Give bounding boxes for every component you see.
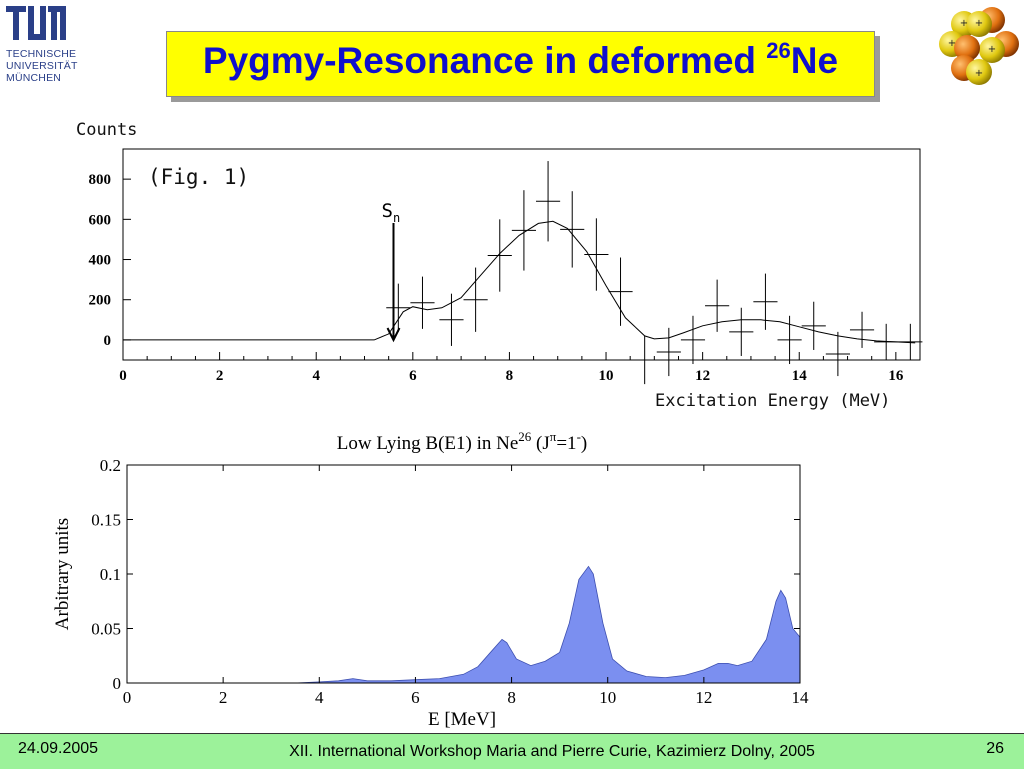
data-point <box>535 161 561 242</box>
title-box: Pygmy-Resonance in deformed 26Ne <box>166 31 875 97</box>
y-tick-label: 400 <box>89 253 112 269</box>
footer-bar: 24.09.2005 XII. International Workshop M… <box>0 733 1024 769</box>
x-tick-label: 0 <box>123 688 132 707</box>
data-point <box>584 218 609 291</box>
data-point <box>656 327 681 377</box>
logo-line-3: MÜNCHEN <box>6 72 62 84</box>
data-point <box>560 191 585 268</box>
sn-arrow-head <box>386 327 401 343</box>
data-point <box>439 293 464 346</box>
logo-line-2: UNIVERSITÄT <box>6 60 78 72</box>
svg-text:+: + <box>948 38 956 49</box>
data-point <box>386 283 411 332</box>
y-tick-label: 0.05 <box>91 620 121 639</box>
x-tick-label: 8 <box>506 368 514 384</box>
y-axis-label: Counts <box>76 120 137 140</box>
x-tick-label: 8 <box>507 688 516 707</box>
svg-text:+: + <box>975 18 983 29</box>
data-point <box>825 331 850 377</box>
x-tick-label: 2 <box>216 368 224 384</box>
y-tick-label: 0 <box>104 333 112 349</box>
data-point <box>463 267 488 332</box>
data-point <box>487 219 512 292</box>
data-point <box>410 276 435 329</box>
x-tick-label: 10 <box>599 368 614 384</box>
data-point <box>777 315 802 365</box>
title-superscript: 26 <box>766 38 791 63</box>
x-tick-label: 0 <box>119 368 127 384</box>
x-tick-label: 4 <box>312 368 320 384</box>
data-point <box>729 307 754 356</box>
counts-chart: Counts Excitation Energy (MeV) (Fig. 1) 0 2 4… <box>76 120 923 410</box>
svg-text:+: + <box>960 18 968 29</box>
figure-annotation: (Fig. 1) <box>148 165 249 189</box>
fit-curve <box>123 220 916 344</box>
tum-logo: TECHNISCHE UNIVERSITÄT MÜNCHEN <box>4 4 84 94</box>
data-point <box>705 279 730 332</box>
data-point <box>753 273 778 330</box>
chart-title: Low Lying B(E1) in Ne26 (Jπ=1-) <box>337 429 587 454</box>
x-tick-label: 14 <box>792 368 808 384</box>
footer-event: XII. International Workshop Maria and Pi… <box>289 743 815 760</box>
footer-date: 24.09.2005 <box>18 740 99 757</box>
x-tick-label: 16 <box>888 368 904 384</box>
data-point <box>632 335 657 385</box>
footer-page-number: 26 <box>986 740 1004 757</box>
x-tick-label: 6 <box>409 368 417 384</box>
be1-chart: Low Lying B(E1) in Ne26 (Jπ=1-) 0 2 4 6 8 10 12… <box>52 429 810 730</box>
tum-logo-icon <box>6 6 66 40</box>
y-axis-label: Arbitrary units <box>52 518 73 630</box>
be1-area <box>127 565 801 684</box>
plot-frame <box>122 148 921 361</box>
x-axis-label: Excitation Energy (MeV) <box>655 391 890 410</box>
nucleus-icon: + + + + + <box>939 7 1019 85</box>
data-point <box>511 190 536 271</box>
y-tick-label: 800 <box>89 172 112 188</box>
x-tick-label: 14 <box>792 688 810 707</box>
logo-line-1: TECHNISCHE <box>6 48 77 60</box>
data-point <box>898 323 923 360</box>
y-tick-label: 600 <box>89 212 112 228</box>
x-tick-label: 10 <box>599 688 616 707</box>
x-tick-label: 6 <box>411 688 420 707</box>
svg-text:+: + <box>975 68 983 79</box>
x-tick-label: 4 <box>315 688 324 707</box>
data-point <box>680 315 706 365</box>
y-tick-label: 0.2 <box>100 456 121 475</box>
x-tick-label: 12 <box>695 688 712 707</box>
y-tick-label: 0 <box>113 674 122 693</box>
data-point <box>801 301 826 350</box>
title-text: Pygmy-Resonance in deformed <box>202 40 767 81</box>
slide-title: Pygmy-Resonance in deformed 26Ne <box>167 38 874 82</box>
data-point <box>874 323 899 360</box>
y-tick-label: 0.15 <box>91 511 121 530</box>
x-axis-label: E [MeV] <box>428 709 496 730</box>
y-tick-label: 0.1 <box>100 565 121 584</box>
x-tick-label: 2 <box>219 688 228 707</box>
data-point <box>849 311 875 348</box>
sn-label: Sn <box>381 200 400 225</box>
svg-text:+: + <box>988 44 996 55</box>
x-tick-label: 12 <box>695 368 710 384</box>
data-point <box>608 257 633 326</box>
y-tick-label: 200 <box>89 293 112 309</box>
plot-frame <box>126 464 801 684</box>
title-suffix: Ne <box>790 40 839 81</box>
